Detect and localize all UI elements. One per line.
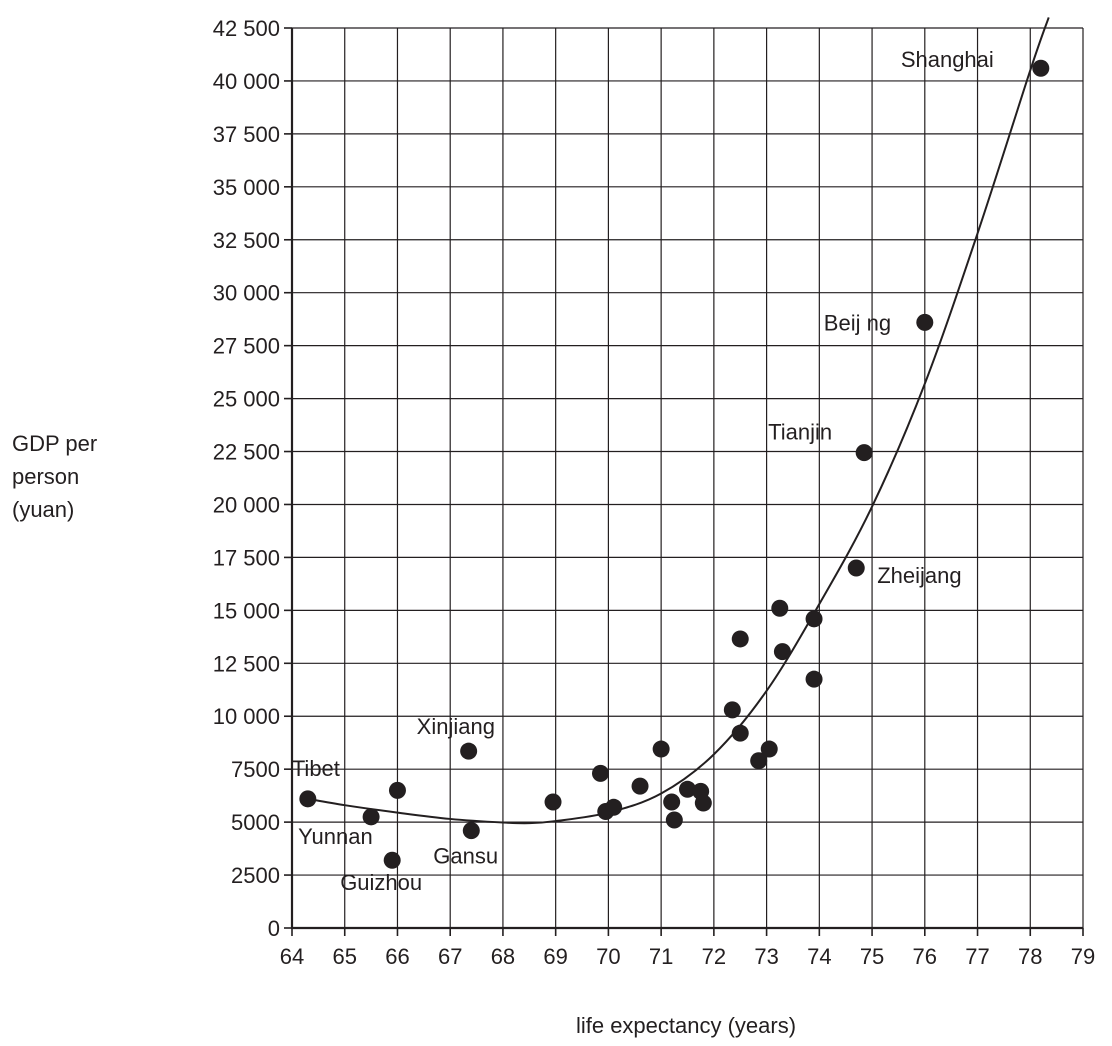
trend-curve: [307, 17, 1050, 825]
x-tick-label-69: 69: [543, 944, 567, 969]
data-point-3: [388, 781, 406, 799]
data-point-0: [299, 790, 317, 808]
data-point-28: [916, 313, 934, 331]
data-point-4: [460, 742, 478, 760]
grid-lines: [291, 27, 1084, 929]
y-tick-label-3: 7500: [231, 757, 280, 782]
point-label-gansu: Gansu: [433, 844, 498, 869]
y-tick-label-14: 35 000: [213, 175, 280, 200]
x-tick-label-79: 79: [1071, 944, 1095, 969]
y-tick-label-4: 10 000: [213, 704, 280, 729]
y-tick-label-10: 25 000: [213, 387, 280, 412]
x-tick-label-78: 78: [1018, 944, 1042, 969]
y-tick-label-0: 0: [268, 916, 280, 941]
point-label-yunnan: Yunnan: [298, 824, 373, 849]
data-point-29: [1032, 59, 1050, 77]
x-tick-label-65: 65: [332, 944, 356, 969]
data-point-22: [771, 599, 789, 617]
x-tick-label-70: 70: [596, 944, 620, 969]
y-tick-label-13: 32 500: [213, 228, 280, 253]
y-tick-label-1: 2500: [231, 863, 280, 888]
point-label-tianjin: Tianjin: [768, 420, 832, 445]
y-tick-label-2: 5000: [231, 810, 280, 835]
y-tick-label-12: 30 000: [213, 281, 280, 306]
point-label-beij-ng: Beij ng: [824, 310, 891, 335]
point-label-guizhou: Guizhou: [340, 870, 422, 895]
point-label-shanghai: Shanghai: [901, 47, 994, 72]
y-tick-label-17: 42 500: [213, 16, 280, 41]
x-tick-label-77: 77: [965, 944, 989, 969]
y-tick-label-8: 20 000: [213, 492, 280, 517]
data-point-7: [591, 764, 609, 782]
data-point-27: [855, 444, 873, 462]
trend-curve-group: [307, 17, 1050, 825]
x-tick-label-74: 74: [807, 944, 831, 969]
point-label-tibet: Tibet: [292, 756, 340, 781]
data-point-9: [605, 798, 623, 816]
data-point-17: [723, 701, 741, 719]
data-point-2: [383, 851, 401, 869]
data-point-21: [760, 740, 778, 758]
x-tick-label-72: 72: [702, 944, 726, 969]
y-axis-title-line-1: GDP per: [12, 431, 97, 456]
axes: [284, 27, 1084, 936]
data-point-11: [652, 740, 670, 758]
y-tick-label-15: 37 500: [213, 122, 280, 147]
data-point-14: [679, 780, 696, 798]
y-tick-label-11: 27 500: [213, 334, 280, 359]
tick-labels: 64 65 66 67 68 69 70 71 72 73 74 75 76 77 78 79 0 2500 500…: [213, 16, 1096, 969]
data-point-19: [731, 724, 749, 742]
y-axis-title-line-3: (yuan): [12, 497, 74, 522]
y-tick-label-6: 15 000: [213, 598, 280, 623]
data-point-10: [631, 777, 649, 795]
y-tick-label-5: 12 500: [213, 651, 280, 676]
x-tick-label-71: 71: [649, 944, 673, 969]
x-tick-label-75: 75: [860, 944, 884, 969]
y-tick-label-9: 22 500: [213, 440, 280, 465]
data-point-26: [847, 559, 865, 577]
data-point-13: [665, 811, 683, 829]
x-tick-label-66: 66: [385, 944, 409, 969]
y-axis-title: GDP per person (yuan): [12, 431, 97, 522]
point-label-zheijang: Zheijang: [877, 563, 961, 588]
point-label-xinjiang: Xinjiang: [417, 714, 495, 739]
x-tick-label-67: 67: [438, 944, 462, 969]
data-points: Tibet Yunnan Guizhou Xinjiang Gansu Zheijang T…: [292, 47, 1050, 895]
data-point-1: [362, 808, 380, 826]
y-axis-title-line-2: person: [12, 464, 79, 489]
y-tick-label-7: 17 500: [213, 545, 280, 570]
data-point-16: [694, 794, 712, 812]
x-tick-label-73: 73: [754, 944, 778, 969]
data-point-5: [462, 822, 480, 840]
x-axis-title: life expectancy (years): [576, 1013, 796, 1038]
x-tick-label-76: 76: [913, 944, 937, 969]
data-point-12: [663, 793, 681, 811]
data-point-20: [750, 752, 768, 770]
data-point-6: [544, 793, 562, 811]
data-point-18: [731, 630, 749, 648]
x-tick-label-68: 68: [491, 944, 515, 969]
data-point-23: [773, 643, 791, 661]
y-tick-label-16: 40 000: [213, 69, 280, 94]
data-point-25: [805, 670, 823, 688]
x-tick-label-64: 64: [280, 944, 304, 969]
data-point-24: [805, 610, 823, 628]
